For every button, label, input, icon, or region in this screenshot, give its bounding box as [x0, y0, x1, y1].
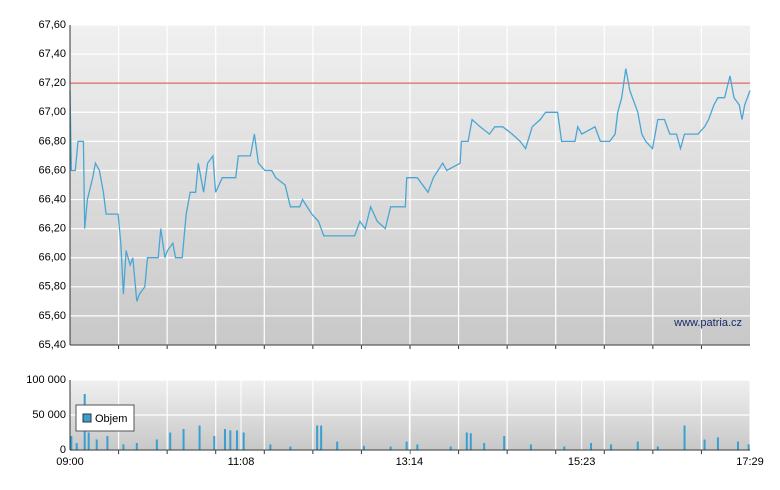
volume-bar — [656, 446, 659, 450]
volume-bar — [198, 425, 201, 450]
volume-bar — [95, 439, 98, 450]
x-tick-label: 11:08 — [228, 456, 255, 468]
y-tick-label: 66,20 — [38, 223, 66, 235]
volume-bar — [529, 444, 532, 450]
volume-bar — [703, 439, 706, 450]
volume-bar — [182, 429, 185, 450]
volume-bar — [320, 425, 323, 450]
volume-bar — [75, 443, 78, 450]
y-tick-label: 65,80 — [38, 281, 66, 293]
volume-bar — [362, 445, 365, 450]
volume-bar — [155, 439, 158, 450]
price-line — [69, 68, 751, 302]
volume-bar — [610, 444, 613, 450]
volume-bar — [336, 441, 339, 450]
volume-bar — [235, 430, 238, 450]
volume-bar — [70, 436, 73, 450]
volume-bar — [87, 432, 90, 450]
y-tick-label: 67,40 — [38, 48, 66, 60]
volume-bar — [416, 444, 419, 450]
watermark: www.patria.cz — [673, 317, 742, 329]
volume-bar — [316, 425, 319, 450]
y-tick-label: 65,40 — [38, 339, 66, 351]
volume-bar — [683, 425, 686, 450]
y-tick-label: 65,60 — [38, 310, 66, 322]
y-tick-label: 66,00 — [38, 252, 66, 264]
volume-bar — [289, 446, 292, 450]
volume-bar — [747, 444, 750, 450]
x-tick-label: 15:23 — [568, 456, 596, 468]
y-tick-label: 0 — [60, 444, 66, 456]
volume-bar — [122, 444, 125, 450]
volume-bar — [169, 432, 172, 450]
x-tick-label: 17:29 — [736, 456, 764, 468]
y-tick-label: 67,00 — [38, 106, 66, 118]
volume-bar — [135, 443, 138, 450]
legend: Objem — [75, 404, 135, 432]
volume-bar — [223, 429, 226, 450]
legend-label: Objem — [95, 413, 127, 425]
volume-bar — [563, 446, 566, 450]
volume-bar — [106, 436, 109, 450]
legend-swatch — [82, 413, 92, 423]
x-tick-label: 09:00 — [56, 456, 84, 468]
volume-bar — [389, 446, 392, 450]
y-tick-label: 67,60 — [38, 19, 66, 31]
volume-bar — [405, 441, 408, 450]
volume-bar — [736, 441, 739, 450]
volume-bar — [242, 432, 245, 450]
volume-bar — [449, 446, 452, 450]
y-tick-label: 66,60 — [38, 164, 66, 176]
volume-bar — [229, 430, 232, 450]
volume-bar — [590, 443, 593, 450]
volume-bar — [465, 432, 468, 450]
y-tick-label: 66,40 — [38, 193, 66, 205]
y-tick-label: 66,80 — [38, 135, 66, 147]
y-tick-label: 50 000 — [32, 409, 66, 421]
volume-bar — [503, 436, 506, 450]
volume-bar — [469, 433, 472, 450]
volume-bar — [716, 437, 719, 450]
y-tick-label: 67,20 — [38, 77, 66, 89]
y-tick-label: 100 000 — [26, 374, 66, 386]
volume-bar — [483, 443, 486, 450]
volume-bar — [636, 441, 639, 450]
volume-bar — [269, 444, 272, 450]
volume-bar — [213, 436, 216, 450]
x-tick-label: 13:14 — [396, 456, 424, 468]
